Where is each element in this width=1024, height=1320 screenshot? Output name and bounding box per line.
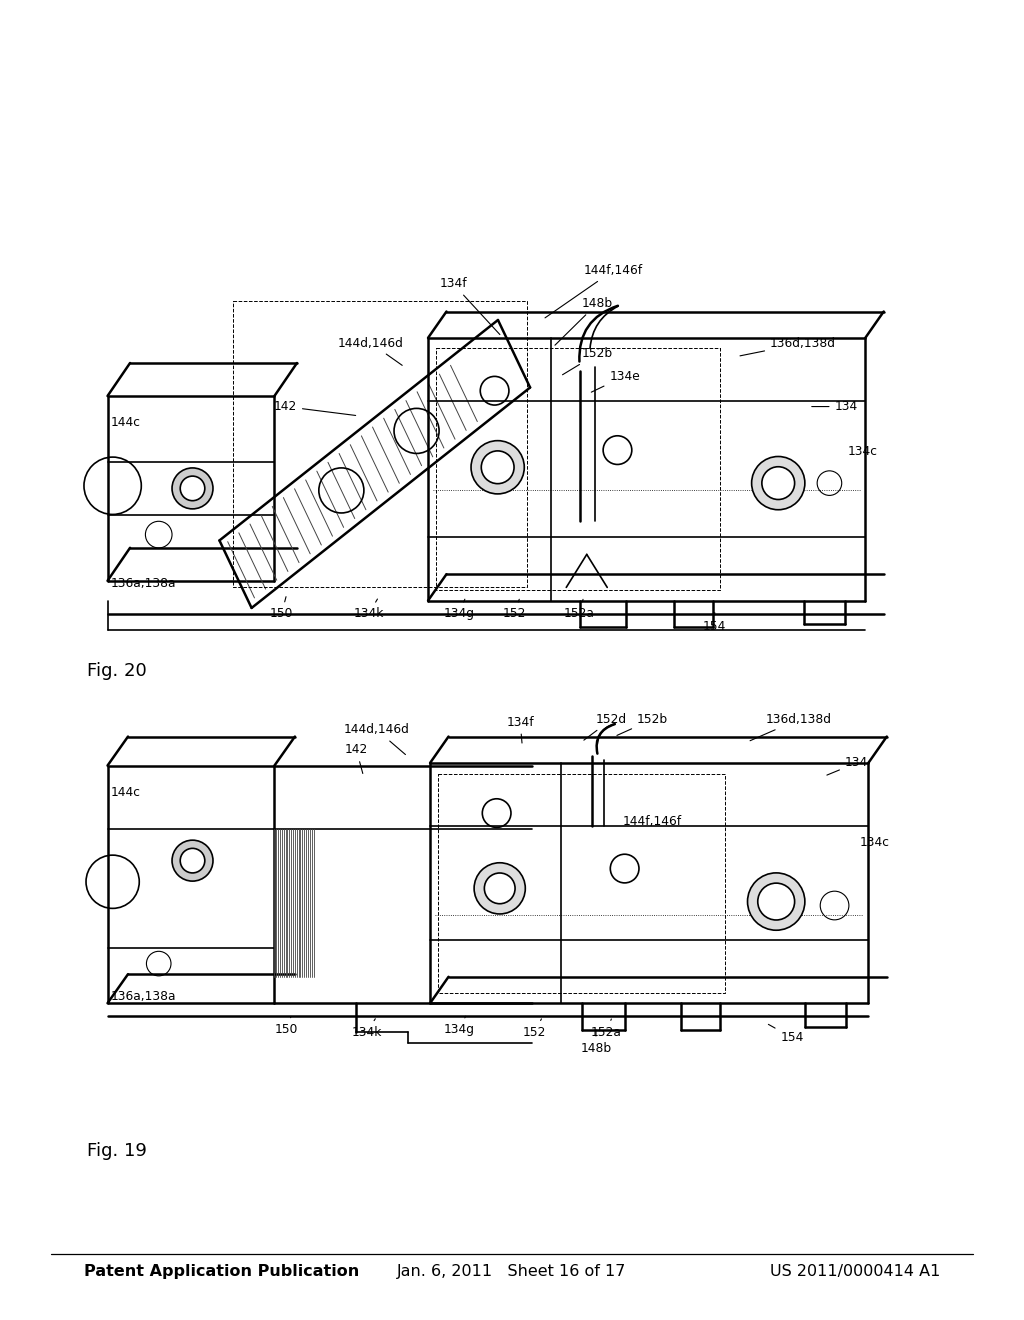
Text: 144c: 144c [111, 416, 140, 429]
Text: 152a: 152a [564, 599, 595, 620]
Text: 134: 134 [812, 400, 858, 413]
Circle shape [484, 873, 515, 904]
Text: 150: 150 [270, 597, 293, 620]
Circle shape [471, 441, 524, 494]
Circle shape [172, 840, 213, 882]
Circle shape [180, 477, 205, 500]
Text: 152b: 152b [562, 347, 612, 375]
Text: 136d,138d: 136d,138d [740, 337, 836, 356]
Text: 136a,138a: 136a,138a [111, 990, 176, 1003]
Text: 152a: 152a [591, 1019, 622, 1039]
Text: 134k: 134k [351, 1019, 382, 1039]
Text: 144c: 144c [111, 785, 140, 799]
Text: 142: 142 [345, 743, 368, 774]
Circle shape [172, 467, 213, 510]
Text: 154: 154 [768, 1024, 804, 1044]
Text: Patent Application Publication: Patent Application Publication [84, 1265, 359, 1279]
Text: 152: 152 [503, 599, 525, 620]
Text: Jan. 6, 2011   Sheet 16 of 17: Jan. 6, 2011 Sheet 16 of 17 [397, 1265, 627, 1279]
Text: 136a,138a: 136a,138a [111, 577, 176, 590]
Circle shape [748, 873, 805, 931]
Text: 134g: 134g [443, 1016, 474, 1036]
Text: 134g: 134g [443, 599, 474, 620]
Text: 150: 150 [275, 1016, 298, 1036]
Text: 134c: 134c [860, 836, 890, 849]
Text: 144d,146d: 144d,146d [344, 723, 410, 755]
Text: 134: 134 [827, 756, 868, 775]
Circle shape [762, 467, 795, 499]
Circle shape [752, 457, 805, 510]
Text: US 2011/0000414 A1: US 2011/0000414 A1 [770, 1265, 940, 1279]
Circle shape [474, 863, 525, 913]
Text: 152: 152 [523, 1019, 546, 1039]
Text: 134f: 134f [507, 715, 534, 743]
Text: 144d,146d: 144d,146d [338, 337, 403, 366]
Text: 148b: 148b [581, 1030, 611, 1055]
Text: 134c: 134c [848, 445, 878, 458]
Text: 144f,146f: 144f,146f [623, 814, 682, 828]
Text: 152d: 152d [584, 713, 627, 741]
Text: Fig. 19: Fig. 19 [87, 1142, 146, 1160]
Text: Fig. 20: Fig. 20 [87, 661, 146, 680]
Text: 134k: 134k [353, 599, 384, 620]
Text: 144f,146f: 144f,146f [545, 264, 643, 318]
Text: 136d,138d: 136d,138d [750, 713, 831, 741]
Text: 152b: 152b [616, 713, 668, 735]
Text: 134e: 134e [591, 370, 640, 392]
Text: 154: 154 [703, 612, 726, 634]
Text: 142: 142 [273, 400, 355, 416]
Text: 148b: 148b [555, 297, 612, 346]
Circle shape [758, 883, 795, 920]
Text: 134f: 134f [439, 277, 500, 334]
Circle shape [180, 849, 205, 873]
Circle shape [481, 451, 514, 483]
